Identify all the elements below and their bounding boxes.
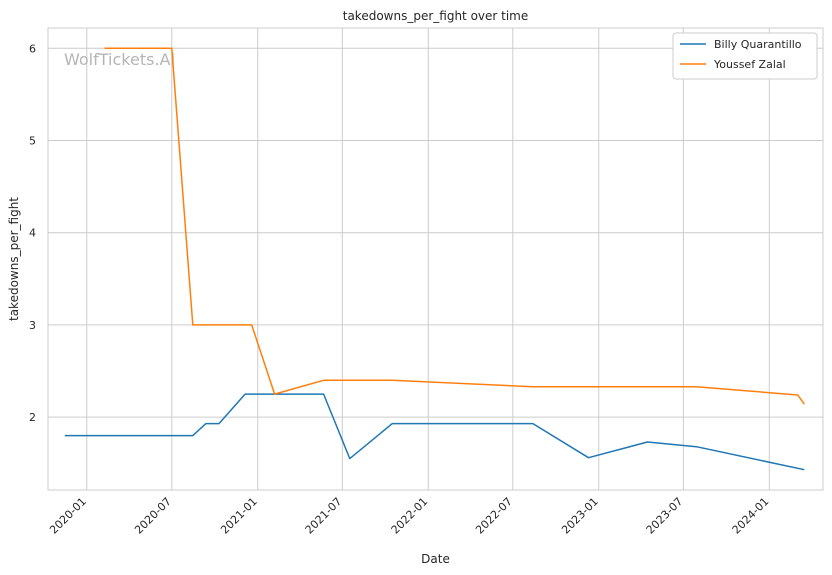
legend-label: Youssef Zalal <box>713 58 786 71</box>
y-tick-label: 3 <box>29 319 36 332</box>
x-tick-label: 2024-01 <box>730 495 772 537</box>
x-tick-label: 2020-01 <box>47 495 89 537</box>
y-tick-label: 5 <box>29 135 36 148</box>
legend-box <box>672 32 818 80</box>
x-tick-label: 2021-01 <box>218 495 260 537</box>
y-tick-labels: 2 3 4 5 6 <box>29 42 36 424</box>
x-tick-label: 2022-01 <box>389 495 431 537</box>
legend-label: Billy Quarantillo <box>714 38 802 51</box>
watermark: WolfTickets.AI <box>64 50 175 69</box>
y-axis-label: takedowns_per_fight <box>7 197 21 321</box>
x-tick-label: 2020-07 <box>132 495 174 537</box>
series-line-2 <box>104 47 805 405</box>
x-axis-label: Date <box>421 552 450 566</box>
legend: Billy Quarantillo Youssef Zalal <box>672 32 818 80</box>
series-layer <box>64 47 805 471</box>
x-tick-label: 2021-07 <box>303 495 345 537</box>
x-tick-label: 2022-07 <box>473 495 515 537</box>
x-tick-label: 2023-07 <box>644 495 686 537</box>
chart-title: takedowns_per_fight over time <box>343 9 529 23</box>
y-tick-label: 2 <box>29 411 36 424</box>
plot-area <box>47 27 824 491</box>
x-tick-labels: 2020-01 2020-07 2021-01 2021-07 2022-01 2022-… <box>47 495 771 537</box>
series-line-1 <box>64 393 805 471</box>
y-tick-label: 6 <box>29 42 36 55</box>
y-tick-label: 4 <box>29 227 36 240</box>
x-tick-label: 2023-01 <box>559 495 601 537</box>
